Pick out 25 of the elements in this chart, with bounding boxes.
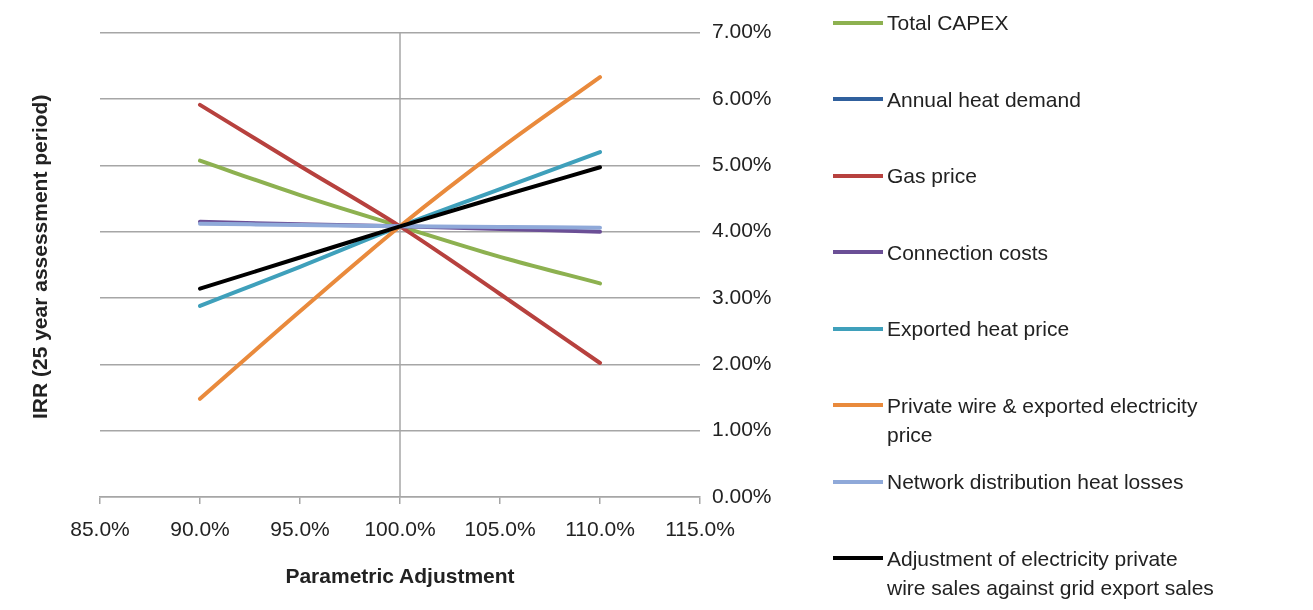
- legend-label: Adjustment of electricity private wire sales against grid export sales: [887, 545, 1215, 601]
- y-tick-label: 3.00%: [712, 284, 772, 308]
- x-tick-label: 85.0%: [70, 517, 130, 541]
- y-tick-label: 0.00%: [712, 483, 772, 507]
- legend-label: Connection costs: [887, 239, 1050, 266]
- y-tick-label: 5.00%: [712, 152, 772, 176]
- legend-label: Network distribution heat losses: [887, 469, 1185, 495]
- legend-label: Gas price: [887, 163, 978, 189]
- y-axis-title: IRR (25 year assessment period): [27, 94, 51, 420]
- legend-label: Total CAPEX: [887, 10, 1010, 36]
- x-axis-title: Parametric Adjustment: [285, 564, 515, 588]
- y-tick-label: 4.00%: [712, 218, 772, 242]
- x-tick-label: 95.0%: [270, 517, 330, 541]
- y-tick-label: 1.00%: [712, 417, 772, 441]
- x-tick-label: 115.0%: [665, 517, 735, 541]
- x-tick-label: 110.0%: [565, 517, 635, 541]
- y-tick-label: 7.00%: [712, 19, 772, 43]
- legend-label: Exported heat price: [887, 316, 1071, 342]
- x-tick-label: 105.0%: [464, 517, 536, 541]
- legend-label: Annual heat demand: [887, 86, 1082, 113]
- x-tick-label: 100.0%: [364, 517, 436, 541]
- y-tick-label: 6.00%: [712, 85, 772, 109]
- y-tick-label: 2.00%: [712, 351, 772, 375]
- x-tick-label: 90.0%: [170, 517, 230, 541]
- legend-label: Private wire & exported electricity price: [887, 392, 1199, 448]
